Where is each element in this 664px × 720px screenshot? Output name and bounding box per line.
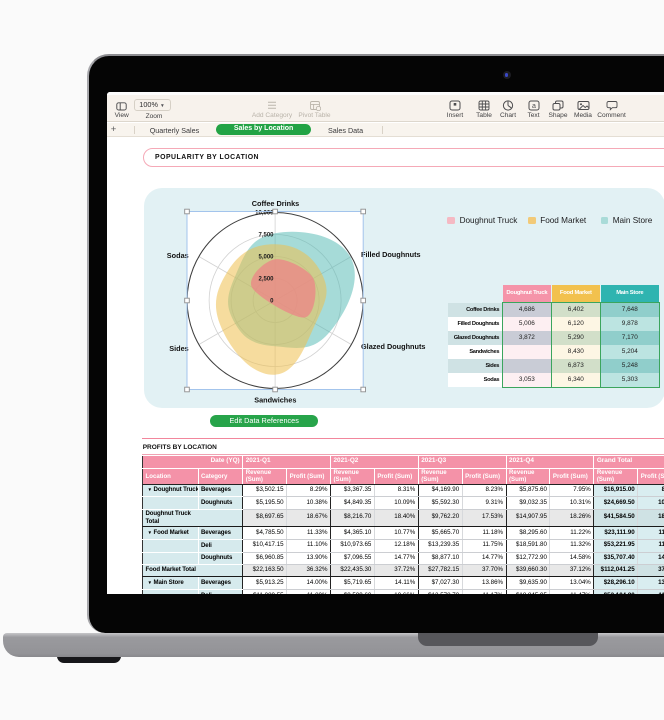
svg-text:2,500: 2,500 [258, 277, 274, 283]
svg-text:10,000: 10,000 [255, 211, 274, 217]
svg-text:Sides: Sides [169, 344, 188, 353]
svg-text:a: a [532, 103, 536, 110]
svg-text:Sandwiches: Sandwiches [254, 395, 296, 404]
svg-text:0: 0 [270, 299, 274, 305]
svg-text:Filled Doughnuts: Filled Doughnuts [361, 250, 421, 259]
svg-text:5,000: 5,000 [258, 255, 274, 261]
svg-text:Glazed Doughnuts: Glazed Doughnuts [361, 342, 425, 351]
svg-text:7,500: 7,500 [258, 233, 274, 239]
svg-text:Coffee Drinks: Coffee Drinks [252, 199, 299, 208]
svg-text:Sodas: Sodas [167, 251, 189, 260]
